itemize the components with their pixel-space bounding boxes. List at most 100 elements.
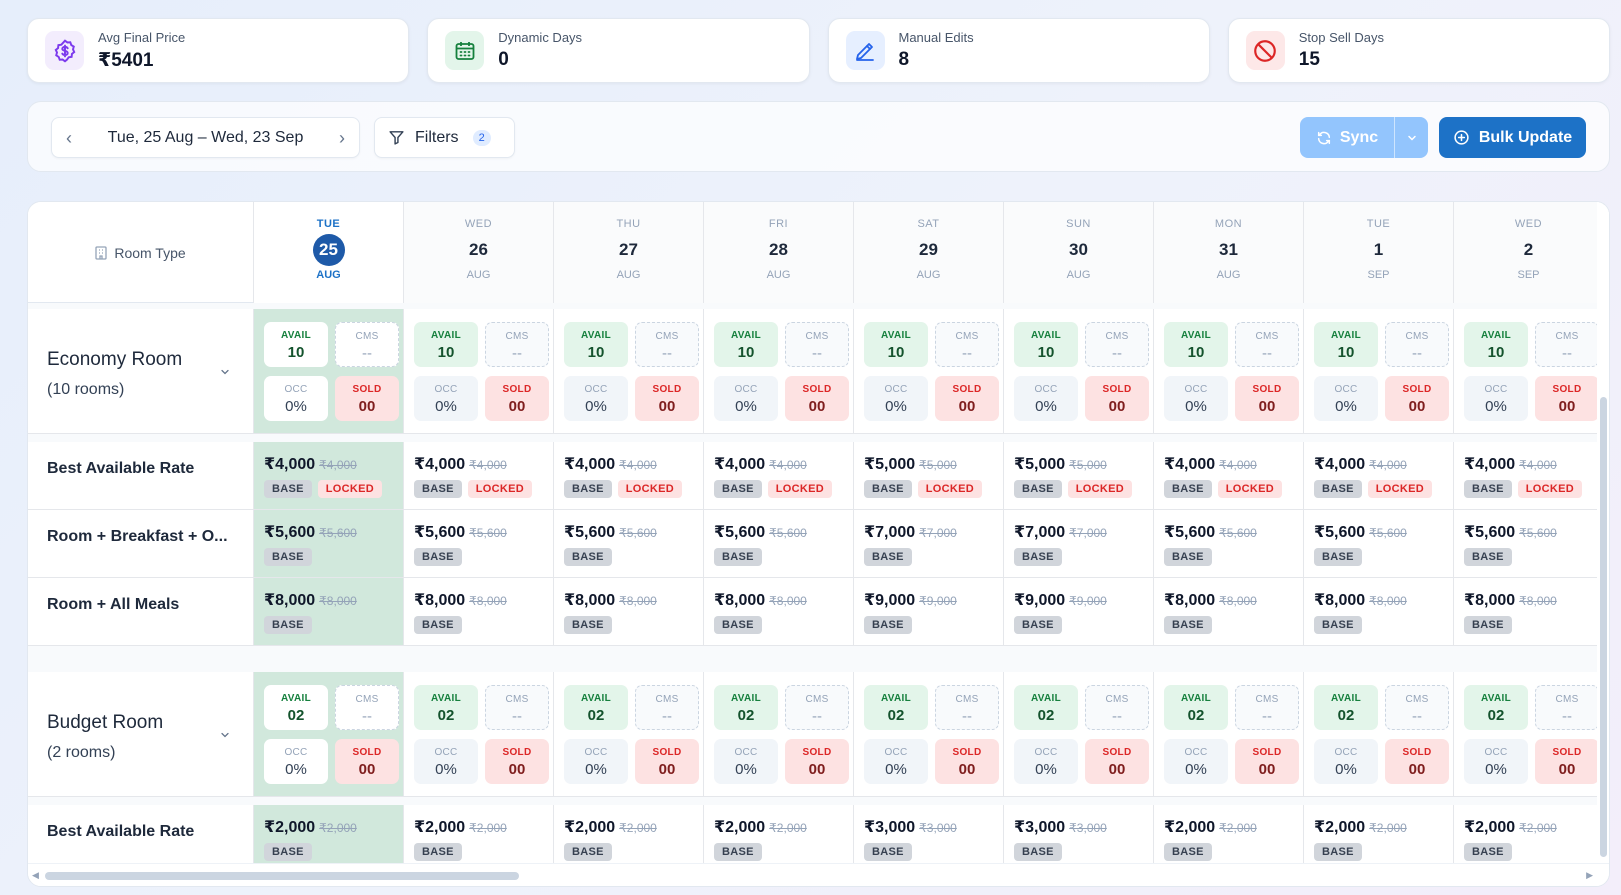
rate-cell[interactable]: ₹5,600 ₹5,600 BASE [1454,510,1604,577]
cms-box[interactable]: CMS -- [1085,685,1149,730]
day-header-29[interactable]: SAT 29 AUG [854,202,1004,303]
cms-box[interactable]: CMS -- [1535,322,1599,367]
rate-cell[interactable]: ₹4,000 ₹4,000 BASE LOCKED [254,442,404,509]
day-header-2[interactable]: WED 2 SEP [1454,202,1604,303]
day-header-25[interactable]: TUE 25 AUG [254,202,404,303]
inventory-cell[interactable]: AVAIL 10 CMS -- OCC 0% SOLD 00 [1004,309,1154,433]
rate-cell[interactable]: ₹5,600 ₹5,600 BASE [554,510,704,577]
room-label[interactable]: Economy Room (10 rooms) [28,309,254,433]
cms-box[interactable]: CMS -- [1235,685,1299,730]
rate-cell[interactable]: ₹9,000 ₹9,000 BASE [854,578,1004,645]
scroll-right-icon[interactable]: ▶ [1586,870,1593,880]
rate-cell[interactable]: ₹8,000 ₹8,000 BASE [704,578,854,645]
inventory-cell[interactable]: AVAIL 10 CMS -- OCC 0% SOLD 00 [1304,309,1454,433]
inventory-cell[interactable]: AVAIL 02 CMS -- OCC 0% SOLD 00 [554,672,704,796]
rate-cell[interactable]: ₹5,600 ₹5,600 BASE [254,510,404,577]
inventory-cell[interactable]: AVAIL 02 CMS -- OCC 0% SOLD 00 [1304,672,1454,796]
rate-cell[interactable]: ₹4,000 ₹4,000 BASE LOCKED [1454,442,1604,509]
inventory-cell[interactable]: AVAIL 02 CMS -- OCC 0% SOLD 00 [704,672,854,796]
cms-box[interactable]: CMS -- [935,322,999,367]
rate-cell[interactable]: ₹2,000 ₹2,000 BASE [1304,805,1454,863]
day-header-26[interactable]: WED 26 AUG [404,202,554,303]
horizontal-scroll-thumb[interactable] [45,872,519,880]
cms-box[interactable]: CMS -- [635,322,699,367]
room-label[interactable]: Budget Room (2 rooms) [28,672,254,796]
inventory-cell[interactable]: AVAIL 10 CMS -- OCC 0% SOLD 00 [254,309,404,433]
horizontal-scrollbar[interactable]: ◀ ▶ [28,863,1609,886]
rate-cell[interactable]: ₹8,000 ₹8,000 BASE [554,578,704,645]
cms-box[interactable]: CMS -- [335,685,399,730]
rate-cell[interactable]: ₹4,000 ₹4,000 BASE LOCKED [404,442,554,509]
rate-cell[interactable]: ₹7,000 ₹7,000 BASE [854,510,1004,577]
bulk-update-button[interactable]: Bulk Update [1439,117,1586,158]
rate-cell[interactable]: ₹4,000 ₹4,000 BASE LOCKED [704,442,854,509]
cms-box[interactable]: CMS -- [1385,322,1449,367]
rate-cell[interactable]: ₹4,000 ₹4,000 BASE LOCKED [554,442,704,509]
base-badge: BASE [264,480,312,498]
inventory-cell[interactable]: AVAIL 10 CMS -- OCC 0% SOLD 00 [1454,309,1604,433]
scroll-left-icon[interactable]: ◀ [32,870,39,880]
inventory-cell[interactable]: AVAIL 02 CMS -- OCC 0% SOLD 00 [854,672,1004,796]
sync-button[interactable]: Sync [1300,117,1394,158]
rate-cell[interactable]: ₹4,000 ₹4,000 BASE LOCKED [1304,442,1454,509]
day-header-1[interactable]: TUE 1 SEP [1304,202,1454,303]
sync-dropdown-toggle[interactable] [1394,117,1428,158]
vertical-scroll-thumb[interactable] [1600,397,1607,857]
rate-cell[interactable]: ₹3,000 ₹3,000 BASE [854,805,1004,863]
inventory-cell[interactable]: AVAIL 10 CMS -- OCC 0% SOLD 00 [854,309,1004,433]
rate-cell[interactable]: ₹5,000 ₹5,000 BASE LOCKED [854,442,1004,509]
rate-cell[interactable]: ₹2,000 ₹2,000 BASE [554,805,704,863]
cms-box[interactable]: CMS -- [1535,685,1599,730]
rate-cell[interactable]: ₹9,000 ₹9,000 BASE [1004,578,1154,645]
chevron-down-icon[interactable] [219,365,231,381]
day-header-30[interactable]: SUN 30 AUG [1004,202,1154,303]
day-header-28[interactable]: FRI 28 AUG [704,202,854,303]
chevron-down-icon[interactable] [219,728,231,744]
vertical-scrollbar[interactable] [1597,202,1609,863]
cms-box[interactable]: CMS -- [485,322,549,367]
chevron-left-icon[interactable]: ‹ [66,127,72,148]
inventory-cell[interactable]: AVAIL 10 CMS -- OCC 0% SOLD 00 [1154,309,1304,433]
cms-box[interactable]: CMS -- [785,322,849,367]
rate-cell[interactable]: ₹2,000 ₹2,000 BASE [1154,805,1304,863]
rate-cell[interactable]: ₹8,000 ₹8,000 BASE [404,578,554,645]
rate-cell[interactable]: ₹5,600 ₹5,600 BASE [404,510,554,577]
day-header-31[interactable]: MON 31 AUG [1154,202,1304,303]
rate-cell[interactable]: ₹2,000 ₹2,000 BASE [704,805,854,863]
rate-cell[interactable]: ₹5,000 ₹5,000 BASE LOCKED [1004,442,1154,509]
cms-box[interactable]: CMS -- [1235,322,1299,367]
inventory-cell[interactable]: AVAIL 02 CMS -- OCC 0% SOLD 00 [1004,672,1154,796]
rate-cell[interactable]: ₹8,000 ₹8,000 BASE [254,578,404,645]
inventory-cell[interactable]: AVAIL 10 CMS -- OCC 0% SOLD 00 [404,309,554,433]
filters-button[interactable]: Filters 2 [374,117,515,158]
inventory-cell[interactable]: AVAIL 02 CMS -- OCC 0% SOLD 00 [404,672,554,796]
rate-cell[interactable]: ₹2,000 ₹2,000 BASE [1454,805,1604,863]
chevron-right-icon[interactable]: › [338,127,345,148]
inventory-cell[interactable]: AVAIL 02 CMS -- OCC 0% SOLD 00 [1154,672,1304,796]
rate-cell[interactable]: ₹2,000 ₹2,000 BASE [254,805,404,863]
day-header-27[interactable]: THU 27 AUG [554,202,704,303]
rate-cell[interactable]: ₹8,000 ₹8,000 BASE [1454,578,1604,645]
inventory-cell[interactable]: AVAIL 02 CMS -- OCC 0% SOLD 00 [1454,672,1604,796]
cms-box[interactable]: CMS -- [1385,685,1449,730]
inventory-cell[interactable]: AVAIL 02 CMS -- OCC 0% SOLD 00 [254,672,404,796]
cms-box[interactable]: CMS -- [785,685,849,730]
rate-cell[interactable]: ₹8,000 ₹8,000 BASE [1154,578,1304,645]
room-count: (2 rooms) [47,744,116,761]
cms-box[interactable]: CMS -- [335,322,399,367]
cms-box[interactable]: CMS -- [935,685,999,730]
rate-cell[interactable]: ₹3,000 ₹3,000 BASE [1004,805,1154,863]
cms-box[interactable]: CMS -- [1085,322,1149,367]
rate-cell[interactable]: ₹5,600 ₹5,600 BASE [1304,510,1454,577]
rate-cell[interactable]: ₹8,000 ₹8,000 BASE [1304,578,1454,645]
rate-cell[interactable]: ₹7,000 ₹7,000 BASE [1004,510,1154,577]
rate-cell[interactable]: ₹5,600 ₹5,600 BASE [704,510,854,577]
rate-cell[interactable]: ₹5,600 ₹5,600 BASE [1154,510,1304,577]
rate-cell[interactable]: ₹2,000 ₹2,000 BASE [404,805,554,863]
date-range-picker[interactable]: ‹ Tue, 25 Aug – Wed, 23 Sep › [51,117,360,158]
inventory-cell[interactable]: AVAIL 10 CMS -- OCC 0% SOLD 00 [704,309,854,433]
cms-box[interactable]: CMS -- [485,685,549,730]
inventory-cell[interactable]: AVAIL 10 CMS -- OCC 0% SOLD 00 [554,309,704,433]
rate-cell[interactable]: ₹4,000 ₹4,000 BASE LOCKED [1154,442,1304,509]
cms-box[interactable]: CMS -- [635,685,699,730]
